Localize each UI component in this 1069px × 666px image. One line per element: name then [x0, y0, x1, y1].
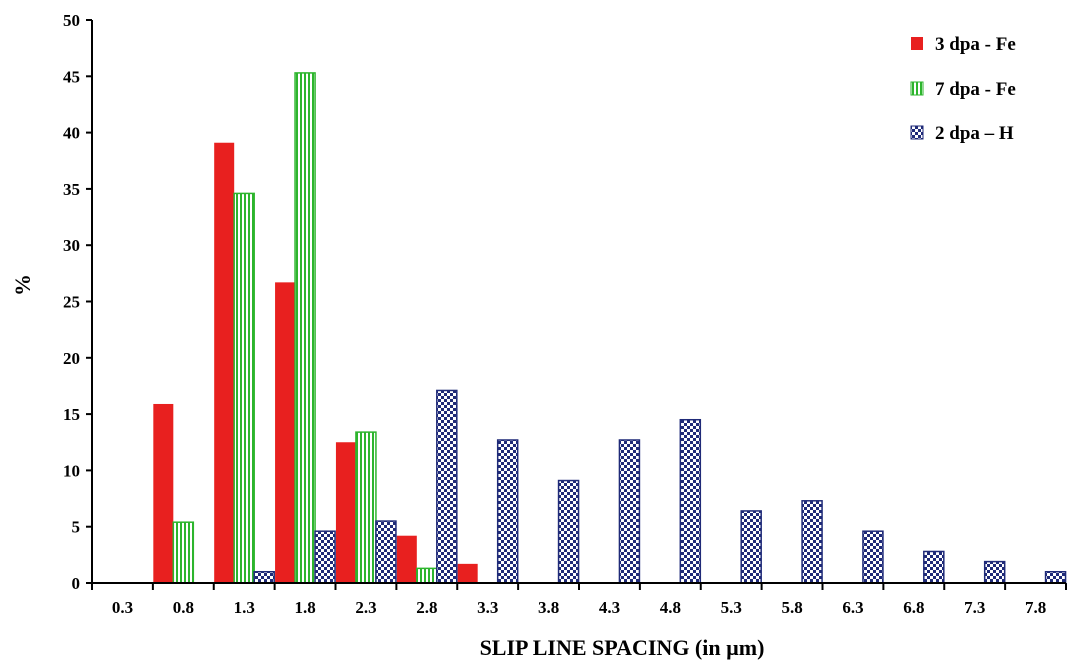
bar-2dpa-h	[557, 479, 580, 584]
bar-2dpa-h	[253, 570, 275, 584]
bar-3dpa-fe	[396, 535, 417, 583]
bar-2dpa-h	[375, 520, 397, 584]
y-tick-label: 35	[63, 180, 80, 199]
legend: 3 dpa - Fe 7 dpa - Fe 2 dpa – H	[910, 34, 1016, 144]
y-tick-label: 25	[63, 293, 80, 312]
bar-7dpa-fe	[233, 192, 255, 584]
legend-label-2dpa-h: 2 dpa – H	[935, 123, 1014, 144]
bar-2dpa-h	[436, 389, 458, 584]
x-axis: 0.3 0.8 1.3 1.8 2.3 2.8 3.3 3.8 4.3 4.8 5.3 5.8 6.3 6…	[91, 583, 1067, 617]
bar-2dpa-h	[740, 510, 762, 584]
y-tick-label: 20	[63, 349, 80, 368]
x-tick-label: 4.3	[599, 598, 620, 617]
y-tick-label: 50	[63, 11, 80, 30]
bar-3dpa-fe	[457, 563, 478, 583]
x-tick-label: 5.8	[781, 598, 802, 617]
bar-2dpa-h	[801, 500, 823, 584]
bar-2dpa-h	[983, 560, 1006, 584]
bar-3dpa-fe	[275, 282, 296, 583]
x-tick-label: 7.3	[964, 598, 985, 617]
bar-2dpa-h	[1044, 570, 1067, 584]
bar-7dpa-fe	[416, 567, 438, 584]
y-tick-label: 15	[63, 405, 80, 424]
bar-7dpa-fe	[294, 72, 316, 584]
y-axis-title: %	[10, 274, 35, 296]
y-tick-label: 30	[63, 236, 80, 255]
x-tick-label: 7.8	[1025, 598, 1046, 617]
x-tick-label: 2.3	[355, 598, 376, 617]
y-axis: 0 5 10 15 20 25 30 35 40 45 50	[63, 11, 92, 593]
x-tick-label: 6.3	[842, 598, 863, 617]
y-tick-label: 10	[63, 461, 80, 480]
legend-item-2dpa-h: 2 dpa – H	[910, 123, 1014, 144]
x-tick-label: 2.8	[416, 598, 437, 617]
legend-swatch-7dpa-fe	[910, 81, 924, 96]
legend-item-3dpa-fe: 3 dpa - Fe	[911, 34, 1016, 55]
bar-3dpa-fe	[153, 403, 174, 583]
legend-swatch-2dpa-h	[910, 125, 924, 140]
legend-label-7dpa-fe: 7 dpa - Fe	[935, 79, 1016, 100]
x-tick-label: 1.8	[294, 598, 315, 617]
bar-2dpa-h	[314, 530, 336, 584]
bar-3dpa-fe	[214, 142, 235, 583]
bar-2dpa-h	[923, 550, 945, 584]
legend-item-7dpa-fe: 7 dpa - Fe	[910, 79, 1016, 100]
bar-2dpa-h	[618, 439, 641, 584]
legend-swatch-3dpa-fe	[911, 37, 923, 50]
y-tick-label: 5	[72, 518, 81, 537]
legend-label-3dpa-fe: 3 dpa - Fe	[935, 34, 1016, 55]
y-tick-label: 0	[72, 574, 81, 593]
y-tick-label: 40	[63, 124, 80, 143]
x-axis-title: SLIP LINE SPACING (in µm)	[480, 635, 765, 660]
x-tick-label: 3.8	[538, 598, 559, 617]
x-tick-label: 1.3	[234, 598, 255, 617]
bars	[153, 72, 1067, 584]
bar-2dpa-h	[496, 439, 519, 584]
bar-7dpa-fe	[172, 521, 195, 584]
bar-2dpa-h	[862, 530, 884, 584]
x-tick-label: 6.8	[903, 598, 924, 617]
x-tick-label: 5.3	[721, 598, 742, 617]
bar-7dpa-fe	[355, 431, 377, 584]
bar-2dpa-h	[679, 418, 702, 584]
x-tick-label: 0.8	[173, 598, 194, 617]
x-tick-label: 3.3	[477, 598, 498, 617]
y-tick-label: 45	[63, 67, 80, 86]
x-tick-label: 4.8	[660, 598, 681, 617]
x-tick-label: 0.3	[112, 598, 133, 617]
bar-3dpa-fe	[335, 442, 356, 583]
